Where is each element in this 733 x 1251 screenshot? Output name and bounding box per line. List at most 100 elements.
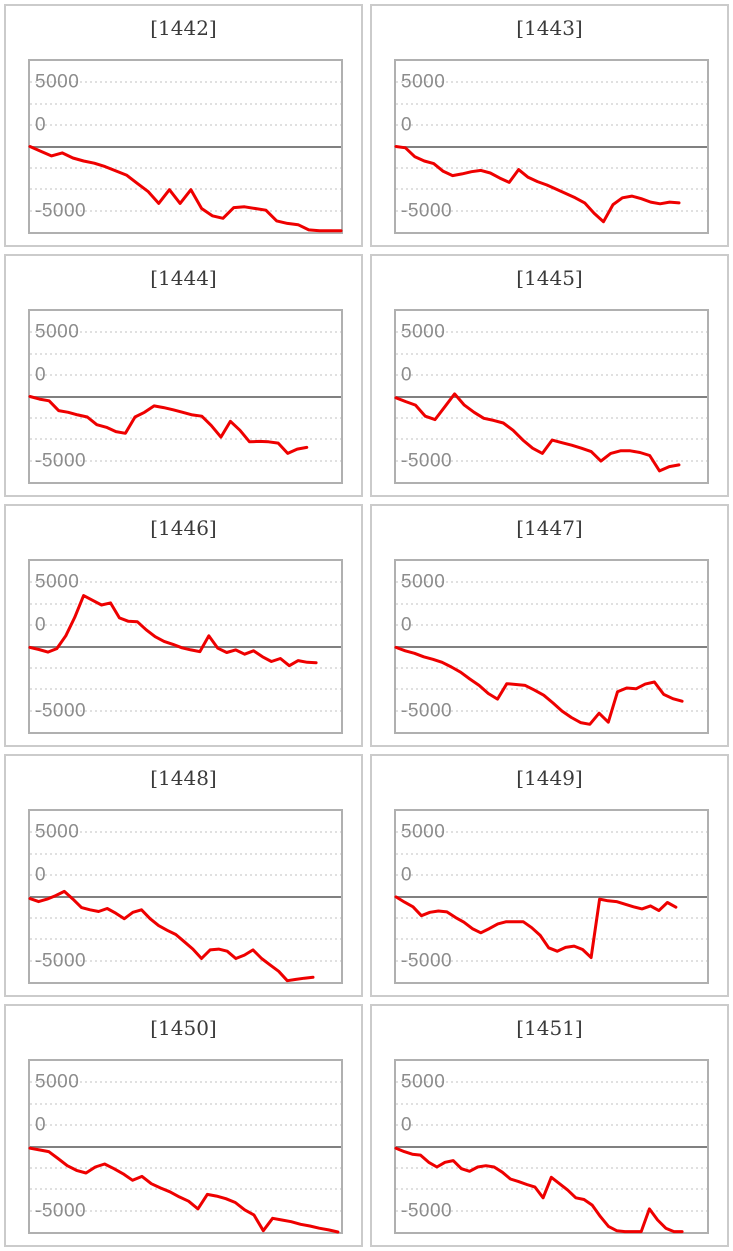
chart-cell: [1442] 5000 0 -5000 — [4, 4, 363, 247]
gridline-neg5000 — [30, 688, 341, 691]
gridline-neg2500 — [396, 916, 707, 919]
gridline-5000 — [30, 352, 341, 355]
series-line — [394, 1146, 684, 1234]
gridline-neg2500 — [30, 666, 341, 669]
chart-title: [1443] — [516, 16, 583, 40]
gridline-neg5000 — [396, 188, 707, 191]
chart-cell: [1447] 5000 0 -5000 — [370, 504, 729, 747]
gridline-5000 — [30, 602, 341, 605]
gridline-2500 — [30, 624, 341, 627]
zero-axis-line — [30, 145, 341, 148]
zero-axis-line — [30, 1145, 341, 1148]
zero-axis-line — [396, 395, 707, 398]
slump-line — [394, 645, 684, 726]
plot-area: 5000 0 -5000 — [28, 559, 343, 734]
gridline-7500 — [30, 81, 341, 84]
gridline-7500 — [396, 331, 707, 334]
gridline-neg2500 — [30, 166, 341, 169]
plot-area: 5000 0 -5000 — [394, 559, 709, 734]
gridline-neg7500 — [396, 1209, 707, 1212]
y-axis-label-neg5000: -5000 — [401, 450, 453, 472]
chart-cell: [1451] 5000 0 -5000 — [370, 1004, 729, 1247]
zero-axis-line — [30, 395, 341, 398]
gridline-neg5000 — [30, 438, 341, 441]
plot-area: 5000 0 -5000 — [394, 1059, 709, 1234]
gridline-neg5000 — [30, 1188, 341, 1191]
plot-area: 5000 0 -5000 — [28, 309, 343, 484]
y-axis-label-neg5000: -5000 — [401, 700, 453, 722]
slump-line — [394, 895, 678, 960]
y-axis-label-0: 0 — [401, 364, 413, 386]
y-axis-label-0: 0 — [35, 614, 47, 636]
chart-title: [1445] — [516, 266, 583, 290]
gridline-7500 — [30, 831, 341, 834]
y-axis-label-neg5000: -5000 — [35, 450, 87, 472]
chart-title: [1451] — [516, 1016, 583, 1040]
gridline-5000 — [30, 1102, 341, 1105]
chart-title: [1447] — [516, 516, 583, 540]
gridline-neg7500 — [396, 209, 707, 212]
y-axis-label-5000: 5000 — [35, 1071, 80, 1093]
y-axis-label-neg5000: -5000 — [35, 700, 87, 722]
series-line — [394, 895, 678, 960]
series-line — [28, 1146, 340, 1234]
y-axis-label-neg5000: -5000 — [35, 950, 87, 972]
y-axis-label-5000: 5000 — [35, 71, 80, 93]
gridline-neg7500 — [30, 959, 341, 962]
plot-area: 5000 0 -5000 — [394, 59, 709, 234]
gridline-neg7500 — [396, 709, 707, 712]
y-axis-label-0: 0 — [401, 864, 413, 886]
gridline-5000 — [396, 602, 707, 605]
zero-axis-line — [396, 895, 707, 898]
gridline-neg2500 — [30, 416, 341, 419]
gridline-neg7500 — [30, 709, 341, 712]
slump-line — [394, 1146, 684, 1234]
y-axis-label-0: 0 — [35, 364, 47, 386]
gridline-7500 — [396, 581, 707, 584]
slump-line — [28, 1146, 340, 1234]
chart-title: [1449] — [516, 766, 583, 790]
gridline-neg7500 — [30, 209, 341, 212]
chart-title: [1444] — [150, 266, 217, 290]
gridline-7500 — [30, 581, 341, 584]
slump-line — [28, 594, 318, 668]
gridline-neg7500 — [396, 459, 707, 462]
chart-cell: [1445] 5000 0 -5000 — [370, 254, 729, 497]
gridline-neg5000 — [30, 188, 341, 191]
y-axis-label-neg5000: -5000 — [401, 1200, 453, 1222]
chart-cell: [1446] 5000 0 -5000 — [4, 504, 363, 747]
slump-line — [28, 889, 315, 983]
chart-title: [1450] — [150, 1016, 217, 1040]
gridline-5000 — [396, 1102, 707, 1105]
slump-line — [394, 145, 681, 224]
slump-line — [394, 392, 681, 473]
gridline-5000 — [396, 852, 707, 855]
y-axis-label-neg5000: -5000 — [35, 200, 87, 222]
gridline-2500 — [30, 1124, 341, 1127]
plot-area: 5000 0 -5000 — [394, 309, 709, 484]
gridline-7500 — [396, 81, 707, 84]
plot-area: 5000 0 -5000 — [28, 59, 343, 234]
gridline-neg5000 — [396, 938, 707, 941]
y-axis-label-0: 0 — [35, 1114, 47, 1136]
gridline-neg5000 — [396, 688, 707, 691]
gridline-2500 — [396, 624, 707, 627]
gridline-7500 — [30, 331, 341, 334]
y-axis-label-neg5000: -5000 — [401, 950, 453, 972]
y-axis-label-5000: 5000 — [35, 571, 80, 593]
y-axis-label-0: 0 — [401, 114, 413, 136]
gridline-7500 — [396, 831, 707, 834]
gridline-2500 — [30, 874, 341, 877]
gridline-neg2500 — [30, 916, 341, 919]
gridline-neg2500 — [30, 1166, 341, 1169]
y-axis-label-5000: 5000 — [401, 321, 446, 343]
plot-area: 5000 0 -5000 — [28, 1059, 343, 1234]
zero-axis-line — [30, 895, 341, 898]
gridline-neg5000 — [30, 938, 341, 941]
y-axis-label-0: 0 — [35, 114, 47, 136]
zero-axis-line — [396, 645, 707, 648]
chart-cell: [1450] 5000 0 -5000 — [4, 1004, 363, 1247]
gridline-5000 — [396, 352, 707, 355]
gridline-neg2500 — [396, 166, 707, 169]
